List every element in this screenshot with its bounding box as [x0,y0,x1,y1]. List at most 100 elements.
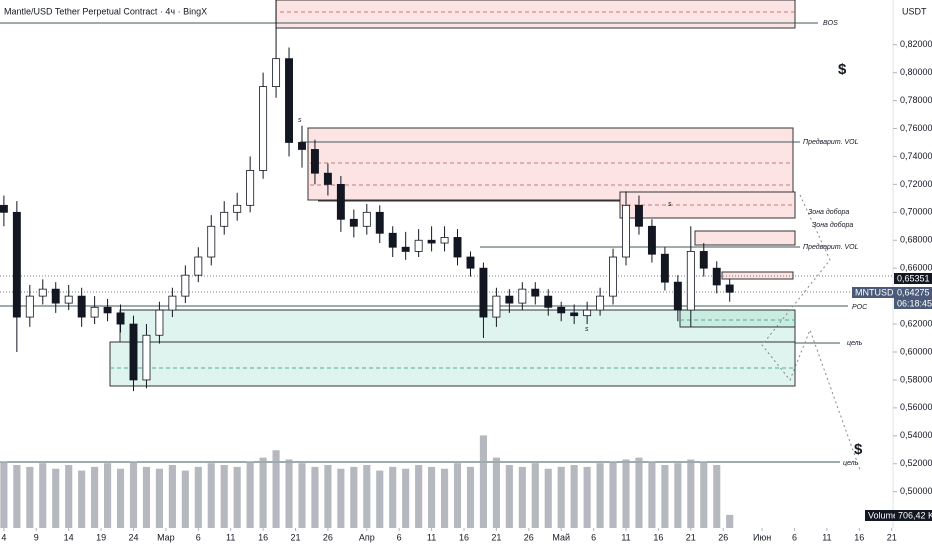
y-tick-label: 0,76000 [900,123,932,133]
candle-body [285,58,293,143]
annotation: POC [852,304,868,311]
candle-body [207,225,216,258]
volume-bar [52,468,60,528]
candle-body [712,267,721,286]
y-tick-label: 0,50000 [900,486,932,496]
volume-bar [91,466,99,528]
y-tick-label: 0,58000 [900,374,932,384]
annotation: цель [843,460,859,467]
chart-title: Mantle/USD Tether Perpetual Contract · 4… [4,6,207,16]
candle-body [647,225,656,255]
candle-body [155,309,164,336]
volume-bar [181,470,189,528]
volume-bar [337,468,345,528]
candle-body [77,295,86,318]
annotation: BOS [823,20,838,27]
candle-body [129,323,138,381]
volume-bar [544,468,552,528]
volume-bar [479,435,488,528]
candle-body [609,256,618,297]
candle-body [51,288,60,304]
volume-bar [596,463,604,528]
candle-body [725,284,734,293]
drawings [0,0,894,528]
volume-bar [350,466,358,528]
x-tick-label: Апр [359,532,375,542]
candle-body [142,334,151,381]
candle-body [220,211,229,227]
volume-bar [389,466,397,528]
candle-body [103,306,112,314]
volume-bar [65,465,73,528]
price-level-label-bg [894,273,932,284]
y-tick-label: 0,52000 [900,458,932,468]
volume-bar [570,465,578,528]
x-tick-label: Май [552,532,570,542]
candle-body [194,256,203,276]
volume-bar [363,465,371,528]
candle-body [518,288,527,304]
x-tick-label: 16 [258,532,268,542]
candle-body [686,251,695,311]
volume-bar [674,463,682,528]
candle-body [673,281,682,311]
zone [275,0,796,29]
candle-body [310,149,319,174]
volume-bar [466,466,475,528]
candle-body [272,58,281,88]
annotation: s [668,201,672,208]
candle-body [168,295,177,311]
x-tick-label: 26 [524,532,534,542]
volume-value-bg [895,510,932,521]
candle-body [12,211,21,318]
candle-body [298,142,306,150]
y-tick-label: 0,56000 [900,402,932,412]
x-tick-label: 21 [290,532,300,542]
x-tick-label: 19 [96,532,106,542]
candle-body [233,204,242,213]
volume-bar [39,463,47,528]
volume-bar [402,468,410,528]
volume-bar [78,470,86,528]
volume-bar [233,466,241,528]
y-tick-label: 0,62000 [900,318,932,328]
candle-body [401,246,410,252]
y-tick-label: 0,82000 [900,39,932,49]
volume-bar [104,463,112,528]
last-price-label: 0,64275 [897,287,930,297]
annotation: $ [854,441,863,458]
y-tick-label: 0,70000 [900,207,932,217]
candle-body [622,204,630,258]
y-tick-label: 0,72000 [900,179,932,189]
annotation: Предварит. VOL [803,243,859,251]
candle-body [323,172,332,185]
volume-bar [583,466,591,528]
x-tick-label: 4 [1,532,6,542]
volume-bar [311,466,319,528]
candle-body [544,295,553,308]
candle-body [531,288,540,297]
x-tick-label: 6 [196,532,201,542]
candle-body [699,251,708,269]
volume-bar [505,465,513,528]
volume-bar [531,463,539,528]
y-tick-label: 0,60000 [900,346,932,356]
volume-bar [622,459,630,528]
x-tick-label: 9 [34,532,39,542]
annotation: s [298,117,302,124]
candle-body [25,295,34,318]
y-tick-label: 0,78000 [900,95,932,105]
volume-bar [207,463,215,528]
countdown-label: 06:18:45 [897,298,932,308]
volume-bar [116,468,125,528]
volume-bar [492,457,500,528]
x-tick-label: 6 [591,532,596,542]
candle-body [64,295,73,304]
volume-bar [453,463,462,528]
candle-body [453,237,462,258]
volume-bar [713,465,721,528]
y-tick-label: 0,68000 [900,235,932,245]
candle-body [0,204,8,213]
volume-name-bg [865,510,895,521]
x-tick-label: 11 [822,532,831,542]
